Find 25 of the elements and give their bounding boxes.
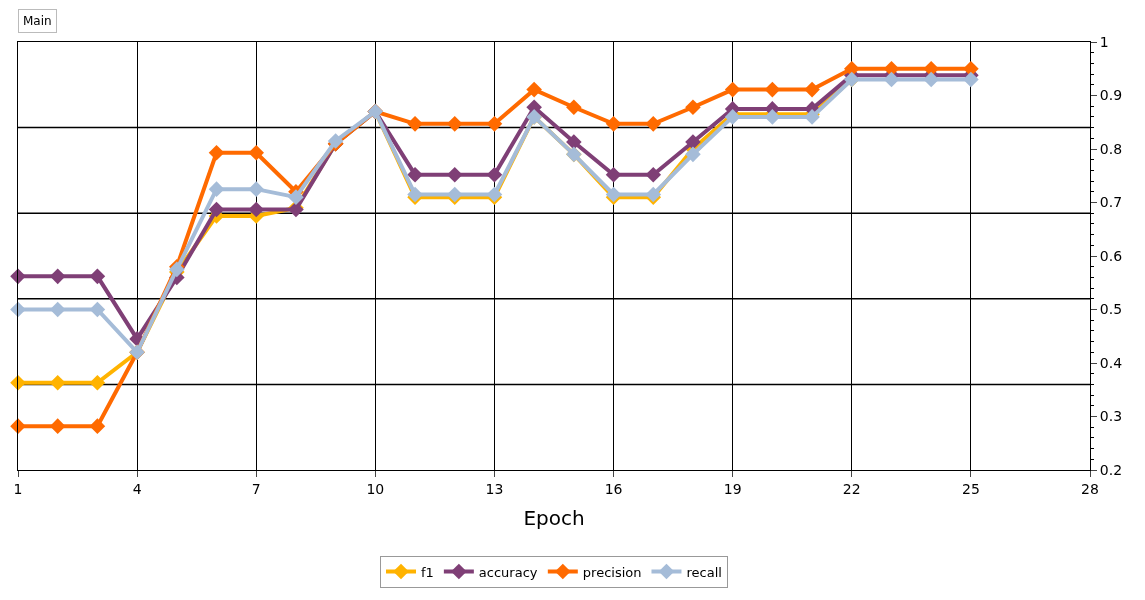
x-tick-label: 13 xyxy=(485,480,504,497)
y-tick-label: 0.7 xyxy=(1099,194,1123,211)
x-tick-label: 7 xyxy=(251,480,261,497)
legend-label: accuracy xyxy=(478,564,538,580)
y-tick-label: 0.6 xyxy=(1099,247,1123,264)
legend-label: f1 xyxy=(421,564,434,580)
y-tick-label: 0.2 xyxy=(1099,461,1123,478)
y-tick-label: 0.5 xyxy=(1099,301,1123,318)
x-tick-label: 4 xyxy=(132,480,142,497)
y-tick-label: 0.4 xyxy=(1099,354,1123,371)
y-tick-label: 0.3 xyxy=(1099,408,1123,425)
y-tick-label: 0.8 xyxy=(1099,140,1123,157)
x-axis-title: Epoch xyxy=(523,506,585,531)
x-tick-label: 16 xyxy=(604,480,623,497)
x-tick-label: 1 xyxy=(13,480,23,497)
text: Main xyxy=(23,14,52,28)
x-tick-label: 22 xyxy=(842,480,861,497)
x-tick-label: 19 xyxy=(723,480,742,497)
y-tick-label: 1 xyxy=(1099,33,1109,50)
x-tick-label: 28 xyxy=(1081,480,1099,497)
legend-label: recall xyxy=(686,564,722,580)
x-tick-label: 10 xyxy=(366,480,385,497)
y-tick-label: 0.9 xyxy=(1099,87,1123,104)
x-tick-label: 25 xyxy=(961,480,980,497)
legend-label: precision xyxy=(582,564,642,580)
